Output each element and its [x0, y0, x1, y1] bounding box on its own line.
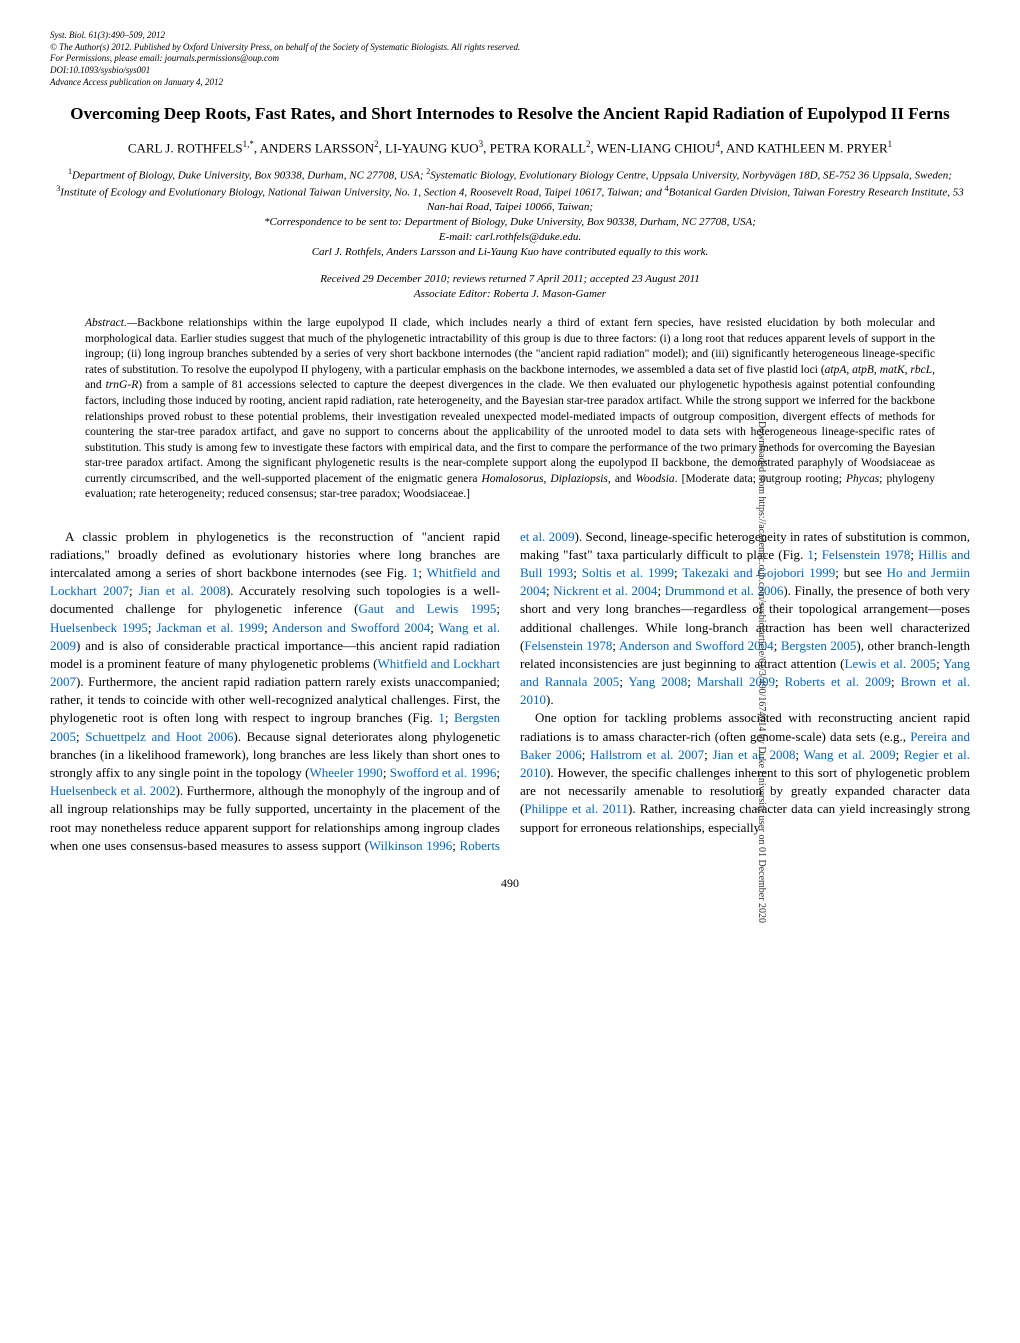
- body-columns: A classic problem in phylogenetics is th…: [50, 528, 970, 855]
- copyright-line: © The Author(s) 2012. Published by Oxfor…: [50, 42, 970, 54]
- body-paragraph-2: One option for tackling problems associa…: [520, 709, 970, 836]
- affiliations: 1Department of Biology, Duke University,…: [50, 167, 970, 259]
- page-number: 490: [50, 875, 970, 892]
- article-dates: Received 29 December 2010; reviews retur…: [50, 272, 970, 302]
- article-title: Overcoming Deep Roots, Fast Rates, and S…: [50, 103, 970, 125]
- doi-line: DOI:10.1093/sysbio/sys001: [50, 65, 970, 77]
- access-date-line: Advance Access publication on January 4,…: [50, 77, 970, 89]
- header-meta: Syst. Biol. 61(3):490–509, 2012 © The Au…: [50, 30, 970, 88]
- abstract-label: Abstract.—: [85, 317, 137, 329]
- authors-list: CARL J. ROTHFELS1,*, ANDERS LARSSON2, LI…: [50, 138, 970, 158]
- download-sidebar: Downloaded from https://academic.oup.com…: [754, 420, 768, 922]
- abstract-text: Backbone relationships within the large …: [85, 317, 935, 500]
- journal-citation: Syst. Biol. 61(3):490–509, 2012: [50, 30, 970, 42]
- abstract-block: Abstract.—Backbone relationships within …: [85, 316, 935, 502]
- permissions-line: For Permissions, please email: journals.…: [50, 53, 970, 65]
